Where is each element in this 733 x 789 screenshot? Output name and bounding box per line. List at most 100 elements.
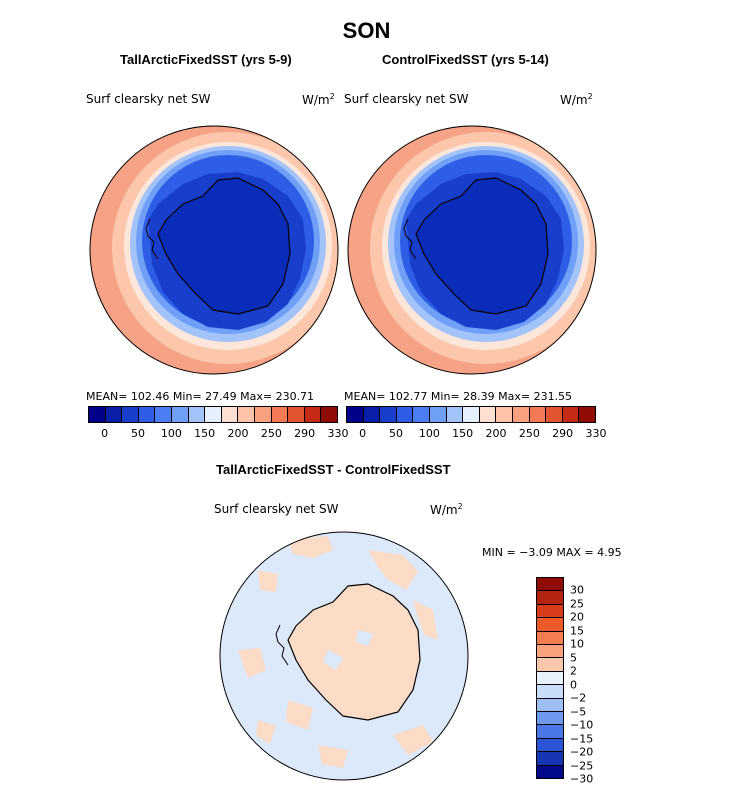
colorbar-swatch <box>537 618 563 632</box>
colorbar-swatch <box>347 407 364 422</box>
colorbar-tick-label: 15 <box>570 624 584 638</box>
antarctica-coastline <box>415 177 549 315</box>
colorbar-swatch <box>363 407 381 422</box>
colorbar-tick-label: 150 <box>452 427 474 440</box>
panel2-stats: MEAN= 102.77 Min= 28.39 Max= 231.55 <box>344 390 573 403</box>
antarctica-coastline <box>287 583 421 721</box>
colorbar-swatch <box>105 407 123 422</box>
colorbar-swatch <box>537 712 563 726</box>
colorbar-swatch <box>254 407 272 422</box>
colorbar-swatch <box>238 407 255 422</box>
colorbar-swatch <box>537 631 563 646</box>
colorbar-swatch <box>537 698 563 713</box>
panel1-variable: Surf clearsky net SW <box>86 92 211 106</box>
colorbar-swatch <box>512 407 530 422</box>
colorbar-swatch <box>221 407 239 422</box>
diff-colorbar <box>536 577 564 779</box>
colorbar-swatch <box>463 407 480 422</box>
colorbar-swatch <box>446 407 464 422</box>
diff-colorbar-labels: 30 25 20 15 10 5 2 0 −2 −5 −10 −15 −20 −25 −30 <box>570 577 610 786</box>
diff-map <box>219 531 469 781</box>
colorbar-swatch <box>537 738 563 753</box>
colorbar-tick-label: 100 <box>160 427 182 440</box>
colorbar-tick-label: 330 <box>585 427 607 440</box>
colorbar-swatch <box>537 752 563 766</box>
panel2-subtitle: ControlFixedSST (yrs 5-14) <box>382 52 549 67</box>
colorbar-swatch <box>537 671 563 686</box>
colorbar-swatch <box>562 407 580 422</box>
panel1-map <box>89 125 339 375</box>
colorbar-tick-label: 100 <box>418 427 440 440</box>
colorbar-tick-label: 10 <box>570 637 584 651</box>
colorbar-swatch <box>537 604 563 619</box>
colorbar-tick-label: 25 <box>570 597 584 611</box>
colorbar-tick-label: 250 <box>518 427 540 440</box>
diff-units: W/m2 <box>430 502 463 517</box>
panel1-stats: MEAN= 102.46 Min= 27.49 Max= 230.71 <box>86 390 315 403</box>
panel2-units: W/m2 <box>560 92 593 107</box>
colorbar-tick-label: 20 <box>570 610 584 624</box>
panel1-subtitle: TallArcticFixedSST (yrs 5-9) <box>120 52 292 67</box>
colorbar-swatch <box>537 765 563 779</box>
colorbar-swatch <box>429 407 447 422</box>
diff-variable: Surf clearsky net SW <box>214 502 339 516</box>
colorbar-swatch <box>205 407 222 422</box>
colorbar-tick-label: 5 <box>570 651 577 665</box>
panel2-colorbar <box>346 406 596 423</box>
colorbar-swatch <box>537 725 563 739</box>
colorbar-swatch <box>171 407 189 422</box>
colorbar-swatch <box>537 591 563 605</box>
colorbar-tick-label: 290 <box>294 427 316 440</box>
colorbar-tick-label: −20 <box>570 745 594 759</box>
colorbar-tick-label: −10 <box>570 718 594 732</box>
colorbar-tick-label: 2 <box>570 664 577 678</box>
colorbar-swatch <box>496 407 513 422</box>
colorbar-swatch <box>537 645 563 659</box>
colorbar-tick-label: 0 <box>570 678 577 692</box>
colorbar-swatch <box>537 658 563 672</box>
colorbar-swatch <box>537 578 563 592</box>
colorbar-swatch <box>396 407 414 422</box>
colorbar-tick-label: 200 <box>485 427 507 440</box>
colorbar-tick-label: 50 <box>131 427 145 440</box>
panel2-variable: Surf clearsky net SW <box>344 92 469 106</box>
colorbar-swatch <box>546 407 563 422</box>
panel1-colorbar <box>88 406 338 423</box>
panel2-colorbar-labels: 0 50 100 150 200 250 290 330 <box>346 427 606 441</box>
colorbar-tick-label: 0 <box>101 427 109 440</box>
colorbar-swatch <box>188 407 206 422</box>
diff-stats: MIN = −3.09 MAX = 4.95 <box>482 546 622 559</box>
colorbar-tick-label: −30 <box>570 772 594 786</box>
panel1-colorbar-labels: 0 50 100 150 200 250 290 330 <box>88 427 348 441</box>
colorbar-tick-label: −5 <box>570 705 587 719</box>
colorbar-tick-label: 30 <box>570 583 584 597</box>
antarctica-coastline <box>157 177 291 315</box>
colorbar-tick-label: 50 <box>389 427 403 440</box>
colorbar-swatch <box>321 407 337 422</box>
colorbar-swatch <box>155 407 172 422</box>
colorbar-swatch <box>537 685 563 699</box>
panel2-map <box>347 125 597 375</box>
colorbar-tick-label: 330 <box>327 427 349 440</box>
diff-subtitle: TallArcticFixedSST - ControlFixedSST <box>216 462 451 477</box>
colorbar-tick-label: 200 <box>227 427 249 440</box>
panel1-units: W/m2 <box>302 92 335 107</box>
colorbar-tick-label: −25 <box>570 759 594 773</box>
colorbar-swatch <box>138 407 156 422</box>
colorbar-swatch <box>122 407 139 422</box>
colorbar-tick-label: 0 <box>359 427 367 440</box>
colorbar-swatch <box>89 407 106 422</box>
colorbar-tick-label: 150 <box>194 427 216 440</box>
colorbar-swatch <box>271 407 289 422</box>
colorbar-swatch <box>380 407 397 422</box>
colorbar-tick-label: −2 <box>570 691 587 705</box>
colorbar-swatch <box>479 407 497 422</box>
colorbar-tick-label: −15 <box>570 732 594 746</box>
colorbar-swatch <box>529 407 547 422</box>
colorbar-swatch <box>304 407 322 422</box>
colorbar-swatch <box>413 407 430 422</box>
figure-title: SON <box>342 18 391 43</box>
colorbar-tick-label: 290 <box>552 427 574 440</box>
colorbar-tick-label: 250 <box>260 427 282 440</box>
colorbar-swatch <box>579 407 595 422</box>
